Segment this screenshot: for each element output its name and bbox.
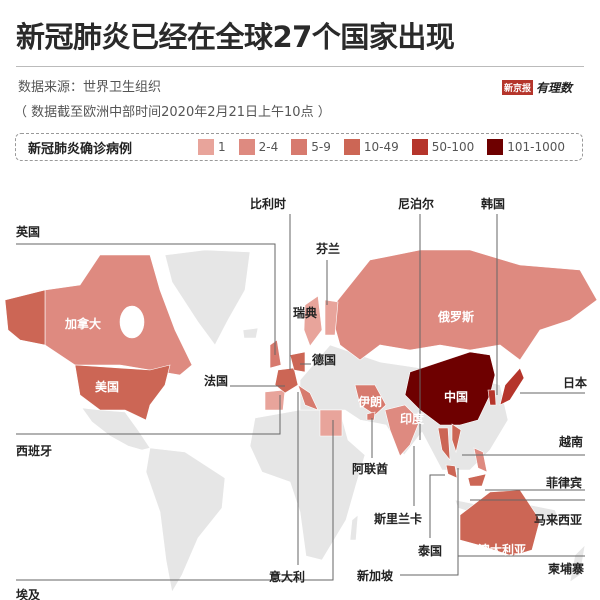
label-egypt: 埃及 — [16, 588, 41, 600]
legend-item: 5-9 — [291, 139, 331, 155]
country-korea — [487, 389, 497, 406]
label-belgium: 比利时 — [250, 197, 287, 211]
greenland — [164, 249, 251, 346]
country-philippines — [473, 447, 488, 473]
leader-cambodia — [457, 468, 585, 557]
page-title: 新冠肺炎已经在全球27个国家出现 — [16, 20, 455, 54]
leader-thailand — [429, 474, 445, 538]
country-sweden — [303, 295, 323, 347]
logo: 新京报 有理数 — [502, 79, 572, 96]
country-malaysia — [445, 464, 458, 479]
country-russia — [329, 249, 598, 361]
legend-swatch — [343, 139, 360, 155]
label-sweden: 瑞典 — [293, 306, 318, 320]
legend-swatch — [238, 139, 255, 155]
label-australia: 澳大利亚 — [478, 543, 527, 557]
label-uk: 英国 — [16, 225, 41, 239]
country-usa — [74, 364, 171, 421]
legend-label: 1 — [218, 140, 226, 154]
madagascar — [349, 514, 359, 541]
country-india — [384, 404, 421, 457]
label-usa: 美国 — [95, 380, 120, 394]
label-india: 印度 — [400, 412, 425, 426]
label-germany: 德国 — [312, 353, 337, 367]
legend-label: 5-9 — [311, 140, 331, 154]
legend-label: 2-4 — [258, 140, 279, 154]
leader-uk — [16, 243, 276, 355]
hudson-bay — [119, 305, 145, 339]
legend-label: 50-100 — [431, 140, 475, 154]
iceland — [242, 327, 259, 339]
legend-item: 1 — [198, 139, 226, 155]
label-srilanka: 斯里兰卡 — [374, 512, 423, 526]
label-thailand: 泰国 — [418, 544, 443, 558]
label-italy: 意大利 — [269, 570, 306, 584]
label-nepal: 尼泊尔 — [398, 197, 435, 211]
label-uae: 阿联酋 — [352, 462, 389, 476]
country-italy — [297, 384, 319, 411]
label-singapore: 新加坡 — [357, 569, 394, 583]
country-france — [274, 367, 299, 394]
south-america — [145, 447, 226, 593]
country-egypt — [319, 409, 343, 437]
label-malaysia: 马来西亚 — [534, 513, 583, 527]
country-finland — [324, 299, 339, 336]
country-germany — [289, 351, 306, 373]
country-malaysia-borneo — [467, 473, 487, 487]
legend-swatch — [198, 139, 214, 155]
legend-title: 新冠肺炎确诊病例 — [28, 141, 133, 157]
country-usa-alaska — [4, 289, 46, 346]
label-russia: 俄罗斯 — [438, 310, 475, 324]
label-finland: 芬兰 — [316, 242, 341, 256]
label-vietnam: 越南 — [559, 435, 584, 449]
data-source: 数据来源：世界卫生组织 — [18, 80, 162, 95]
legend-item: 101-1000 — [487, 139, 565, 155]
label-france: 法国 — [204, 374, 229, 388]
legend-item: 10-49 — [343, 139, 399, 155]
new-zealand — [569, 544, 586, 583]
country-china — [404, 351, 496, 426]
country-australia — [459, 489, 541, 557]
country-spain — [264, 389, 286, 411]
brand-logo: 新京报 — [502, 80, 534, 95]
legend-label: 10-49 — [363, 140, 399, 154]
legend-swatch — [291, 139, 308, 155]
label-china: 中国 — [444, 390, 469, 404]
country-uae — [366, 411, 376, 421]
legend: 新冠肺炎确诊病例 1 2-4 5-9 10-49 50-100 101-1000 — [15, 133, 583, 161]
label-japan: 日本 — [563, 376, 588, 390]
label-spain: 西班牙 — [16, 444, 53, 458]
country-vietnam — [451, 423, 462, 454]
data-note: （ 数据截至欧洲中部时间2020年2月21日上午10点 ） — [14, 105, 331, 120]
africa — [249, 409, 366, 561]
country-japan — [499, 367, 525, 406]
country-iran — [354, 384, 387, 416]
label-cambodia: 柬埔寨 — [548, 562, 585, 576]
legend-label: 101-1000 — [507, 140, 566, 154]
leader-egypt — [16, 420, 334, 581]
column-logo: 有理数 — [536, 81, 573, 95]
legend-item: 2-4 — [238, 139, 279, 155]
mexico-central-america — [81, 407, 151, 451]
legend-swatch — [411, 139, 428, 155]
leader-spain — [16, 395, 281, 435]
world-map — [4, 214, 598, 593]
legend-swatch — [487, 139, 504, 155]
divider — [16, 66, 584, 67]
label-canada: 加拿大 — [65, 317, 102, 331]
label-philippines: 菲律宾 — [546, 476, 583, 490]
country-thailand — [437, 427, 451, 461]
leader-lines — [16, 214, 585, 581]
label-korea: 韩国 — [481, 197, 506, 211]
legend-item: 50-100 — [411, 139, 475, 155]
label-iran: 伊朗 — [358, 395, 383, 409]
